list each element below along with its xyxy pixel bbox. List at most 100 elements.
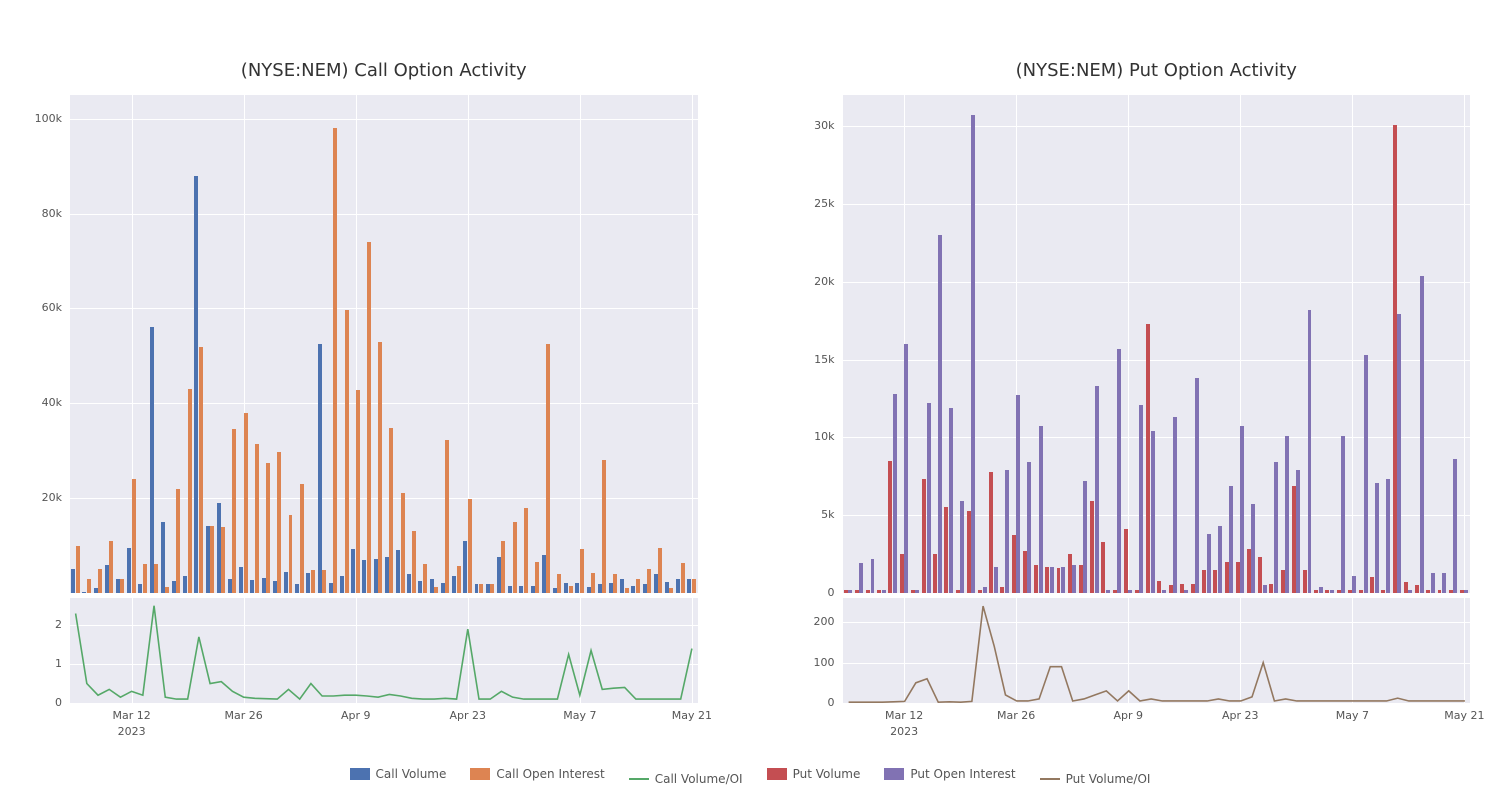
y-tick-label: 0	[55, 696, 62, 709]
bar	[1381, 590, 1385, 593]
bar	[636, 579, 640, 593]
bar	[557, 574, 561, 593]
bar	[643, 584, 647, 593]
bar	[933, 554, 937, 593]
bar	[407, 574, 411, 593]
bar	[1106, 590, 1110, 593]
bar	[367, 242, 371, 593]
y-tick-label: 20k	[814, 275, 834, 288]
bar	[468, 499, 472, 593]
bar	[1012, 535, 1016, 593]
bar	[1207, 534, 1211, 593]
bar	[1000, 587, 1004, 593]
y-tick-label: 5k	[821, 508, 834, 521]
bar	[396, 550, 400, 593]
bar	[1157, 581, 1161, 593]
bar	[535, 562, 539, 593]
x-tick-label: May 21	[672, 709, 712, 722]
bar	[452, 576, 456, 593]
bar	[401, 493, 405, 593]
ratio-line	[76, 606, 692, 699]
bar	[217, 503, 221, 593]
bar	[351, 549, 355, 593]
bar	[591, 573, 595, 593]
bar	[127, 548, 131, 593]
bar	[893, 394, 897, 593]
ratio-line	[848, 606, 1464, 702]
bar	[949, 408, 953, 593]
bar	[1341, 436, 1345, 593]
bar	[598, 584, 602, 593]
bar	[120, 579, 124, 593]
bar	[479, 584, 483, 593]
y-tick-label: 15k	[814, 353, 834, 366]
bar	[960, 501, 964, 593]
bar	[1173, 417, 1177, 593]
legend-item: Call Open Interest	[470, 767, 604, 781]
bar	[98, 569, 102, 593]
legend-item: Put Volume/OI	[1040, 772, 1151, 786]
bar	[1460, 590, 1464, 593]
bar	[445, 440, 449, 593]
bar	[922, 479, 926, 593]
bar	[441, 583, 445, 593]
bar	[300, 484, 304, 593]
bar	[1404, 582, 1408, 593]
y-tick-label: 25k	[814, 197, 834, 210]
legend-item: Call Volume	[350, 767, 447, 781]
bar	[423, 564, 427, 593]
bar	[911, 590, 915, 593]
bar	[434, 587, 438, 593]
bar	[389, 428, 393, 593]
bar	[228, 579, 232, 593]
bar	[1072, 565, 1076, 593]
bar	[944, 507, 948, 593]
bar	[154, 564, 158, 593]
figure-root: (NYSE:NEM) Call Option Activity20k40k60k…	[0, 0, 1500, 800]
bar	[1274, 462, 1278, 593]
bar	[1005, 470, 1009, 593]
bar	[199, 347, 203, 593]
bar	[1135, 590, 1139, 593]
bar	[1464, 590, 1468, 593]
bar	[1303, 570, 1307, 593]
bar	[418, 581, 422, 593]
bar	[345, 310, 349, 593]
bar	[654, 574, 658, 593]
bar	[1213, 570, 1217, 593]
bar	[333, 128, 337, 593]
y-tick-label: 100k	[35, 112, 62, 125]
bar	[385, 557, 389, 593]
bar	[1151, 431, 1155, 593]
legend-swatch	[767, 768, 787, 780]
bar	[877, 590, 881, 593]
bar	[475, 584, 479, 593]
bar	[501, 541, 505, 593]
bar	[669, 588, 673, 593]
bar	[311, 570, 315, 593]
bar	[994, 567, 998, 593]
bar	[1352, 576, 1356, 593]
bar	[844, 590, 848, 593]
bar	[116, 579, 120, 593]
bar	[580, 549, 584, 593]
bar	[1314, 590, 1318, 593]
bar	[109, 541, 113, 593]
bar	[362, 560, 366, 593]
bar	[1162, 590, 1166, 593]
x-tick-label: Apr 9	[1113, 709, 1143, 722]
bar	[1202, 570, 1206, 593]
bar	[378, 342, 382, 593]
x-tick-label: Mar 12	[885, 709, 923, 722]
bar	[1292, 486, 1296, 593]
bar	[490, 584, 494, 593]
bar	[250, 580, 254, 593]
bar	[1386, 479, 1390, 593]
bar	[859, 563, 863, 593]
x-tick-label: Apr 9	[341, 709, 371, 722]
bar	[486, 584, 490, 593]
legend-label: Call Volume/OI	[655, 772, 743, 786]
bar	[71, 569, 75, 593]
y-tick-label: 30k	[814, 119, 834, 132]
bar	[1218, 526, 1222, 593]
